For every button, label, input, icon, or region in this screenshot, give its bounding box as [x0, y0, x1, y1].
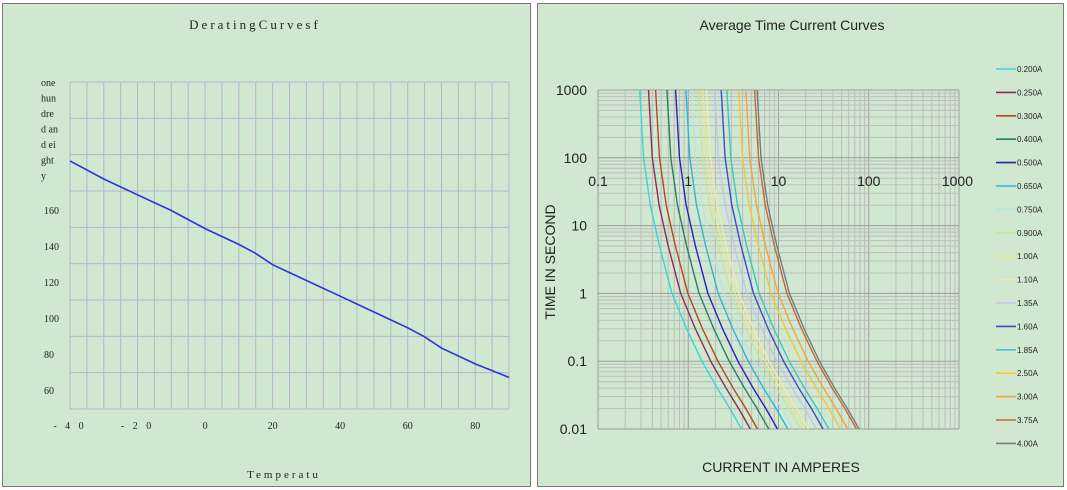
legend-label: 0.650A [1017, 182, 1043, 191]
derating-y-axis-label-line: dre [41, 109, 54, 120]
derating-y-axis-label-line: hun [41, 94, 56, 105]
fuse-curve-0.750A [690, 89, 795, 430]
y-tick-label: 80 [44, 350, 54, 361]
legend-label: 0.400A [1017, 135, 1043, 144]
fuse-curve-3.00A [745, 89, 849, 430]
legend-label: 0.750A [1017, 205, 1043, 214]
legend-label: 3.75A [1017, 416, 1039, 425]
derating-chart-title: DeratingCurvesf [189, 17, 321, 32]
fuse-curve-0.200A [639, 89, 743, 430]
derating-y-axis-label-line: one [41, 78, 56, 89]
y-tick-label: 100 [564, 150, 588, 166]
legend-label: 1.85A [1017, 346, 1039, 355]
y-tick-label: 1 [579, 285, 587, 301]
legend-label: 0.900A [1017, 229, 1043, 238]
fuse-curve-0.500A [674, 89, 779, 430]
fuse-curve-1.10A [705, 89, 810, 430]
y-tick-label: 1000 [556, 82, 587, 98]
fuse-curve-0.250A [647, 89, 751, 430]
time-current-y-axis-label: TIME IN SECOND [542, 204, 558, 319]
legend-label: 1.35A [1017, 299, 1039, 308]
x-tick-label: 80 [470, 421, 480, 432]
fuse-curve-1.00A [702, 89, 806, 430]
derating-y-axis-label-line: ght [41, 156, 54, 167]
legend-label: 4.00A [1017, 439, 1039, 448]
x-tick-label: 40 [335, 421, 345, 432]
legend-label: 1.10A [1017, 276, 1039, 285]
legend-label: 0.300A [1017, 112, 1043, 121]
fuse-curve-0.300A [654, 89, 759, 430]
y-tick-label: 160 [44, 206, 59, 217]
fuse-curve-1.85A [726, 89, 830, 430]
fuse-curve-1.60A [720, 89, 824, 430]
time-current-x-axis-label: CURRENT IN AMPERES [702, 459, 860, 475]
y-tick-label: 0.01 [560, 421, 587, 437]
legend-label: 0.250A [1017, 88, 1043, 97]
time-current-chart-title: Average Time Current Curves [700, 17, 885, 33]
x-tick-label: 10 [771, 173, 787, 189]
derating-y-axis-label-line: y [41, 171, 46, 182]
x-tick-label: 0.1 [588, 173, 608, 189]
fuse-curve-0.650A [685, 89, 789, 430]
derating-y-axis-label-line: d an [41, 125, 58, 136]
legend-label: 1.60A [1017, 322, 1039, 331]
x-tick-label: - 4 0 [53, 421, 86, 432]
x-tick-label: 60 [403, 421, 413, 432]
fuse-curve-0.400A [666, 89, 770, 430]
derating-x-axis-label: Temperatu [247, 469, 321, 481]
y-tick-label: 140 [44, 242, 59, 253]
x-tick-label: 100 [857, 173, 881, 189]
legend-label: 0.500A [1017, 159, 1043, 168]
x-tick-label: 1 [684, 173, 692, 189]
derating-y-axis-label-line: d ei [41, 140, 56, 151]
y-tick-label: 60 [44, 386, 54, 397]
fuse-curve-4.00A [756, 89, 860, 430]
legend-label: 2.50A [1017, 369, 1039, 378]
legend-label: 1.00A [1017, 252, 1039, 261]
y-tick-label: 120 [44, 278, 59, 289]
fuse-curve-2.50A [738, 89, 842, 430]
derating-chart: DeratingCurvesf one hun dre d an d ei ght y 16… [41, 17, 510, 481]
legend-label: 3.00A [1017, 393, 1039, 402]
x-tick-label: 0 [203, 421, 208, 432]
y-tick-label: 10 [571, 218, 587, 234]
time-current-chart: Average Time Current Curves 1000 100 10 1 0.… [542, 17, 1043, 475]
x-tick-label: 1000 [942, 173, 973, 189]
x-tick-label: - 2 0 [121, 421, 154, 432]
fuse-curve-0.900A [698, 89, 802, 430]
derating-line [69, 160, 510, 379]
derating-chart-panel: DeratingCurvesf one hun dre d an d ei ght y 16… [2, 3, 531, 487]
y-tick-label: 100 [44, 314, 59, 325]
x-tick-label: 20 [268, 421, 278, 432]
fuse-curve-3.75A [753, 89, 858, 430]
y-tick-label: 0.1 [568, 353, 588, 369]
fuse-curve-1.35A [713, 89, 818, 430]
legend-label: 0.200A [1017, 65, 1043, 74]
time-current-chart-panel: Average Time Current Curves 1000 100 10 1 0.… [537, 3, 1064, 487]
